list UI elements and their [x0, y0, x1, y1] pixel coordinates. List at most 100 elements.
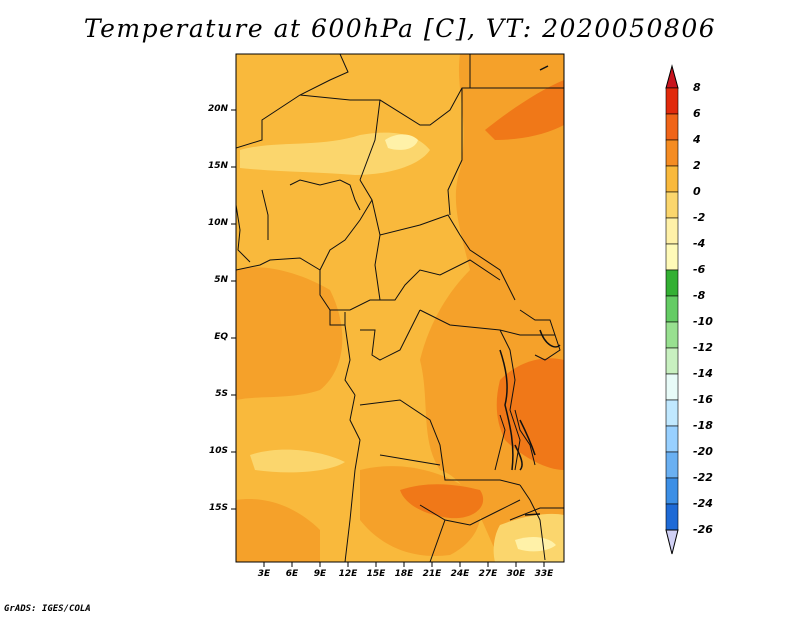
lake-outline: [539, 65, 549, 71]
colorbar-swatch: [665, 399, 679, 427]
map-frame: [235, 53, 565, 563]
colorbar-label: -8: [693, 289, 706, 302]
colorbar-label: -14: [693, 367, 713, 380]
colorbar-label: 4: [693, 133, 701, 146]
colorbar-label: -16: [693, 393, 713, 406]
lat-label: 20N: [207, 104, 228, 114]
lake-outline: [519, 419, 536, 456]
border-line: [494, 414, 506, 471]
colorbar-swatch: [665, 451, 679, 479]
border-line: [419, 499, 521, 526]
colorbar-swatch: [665, 165, 679, 193]
colorbar-swatch: [665, 87, 679, 115]
field-hot-se: [400, 484, 484, 519]
country-borders: [236, 54, 564, 562]
chart-title: Temperature at 600hPa [C], VT: 202005080…: [83, 14, 717, 43]
border-line: [236, 204, 251, 263]
field-cool-sw: [250, 449, 345, 473]
colorbar-swatch: [665, 347, 679, 375]
lon-label: 30E: [506, 569, 526, 579]
lon-label: 12E: [338, 569, 358, 579]
lon-label: 27E: [478, 569, 498, 579]
lake-outline: [539, 329, 561, 348]
colorbar-bottom-arrow: [665, 529, 679, 555]
lat-label: 10S: [208, 446, 228, 456]
lat-label: EQ: [214, 332, 228, 342]
grads-credit: GrADS: IGES/COLA: [4, 604, 91, 614]
border-line: [344, 324, 356, 396]
colorbar-swatch: [665, 191, 679, 219]
colorbar-label: -2: [693, 211, 706, 224]
colorbar-label: -20: [693, 445, 713, 458]
colorbar-label: -22: [693, 471, 713, 484]
lat-label: 15S: [208, 503, 228, 513]
border-line: [344, 469, 356, 562]
colorbar-swatch: [665, 139, 679, 167]
colorbar-swatch: [665, 503, 679, 531]
lat-label: 15N: [207, 161, 228, 171]
lake-outline: [524, 513, 541, 516]
colorbar-label: 0: [693, 185, 701, 198]
colorbar-swatch: [665, 243, 679, 271]
colorbar-label: -18: [693, 419, 713, 432]
temperature-field: [236, 54, 564, 562]
field-cold-n: [385, 134, 418, 150]
lat-label: 10N: [207, 218, 228, 228]
lon-label: 9E: [313, 569, 327, 579]
colorbar-swatch: [665, 321, 679, 349]
colorbar-label: -6: [693, 263, 706, 276]
border-line: [429, 519, 446, 562]
border-line: [514, 409, 536, 466]
colorbar-label: -10: [693, 315, 713, 328]
colorbar-label: 6: [693, 107, 701, 120]
colorbar-label: 2: [693, 159, 701, 172]
border-line: [349, 394, 361, 471]
border-line: [359, 179, 516, 301]
border-line: [499, 329, 521, 471]
field-cold-se: [515, 537, 556, 552]
axis-ticks: [231, 109, 545, 567]
colorbar-swatch: [665, 217, 679, 245]
border-line: [359, 399, 521, 486]
border-line: [329, 310, 346, 326]
colorbar-label: -26: [693, 523, 713, 536]
border-line: [289, 179, 361, 211]
colorbar-label: -4: [693, 237, 706, 250]
border-line: [319, 199, 373, 271]
border-line: [519, 309, 556, 336]
lake-outline: [514, 444, 523, 471]
colorbar-swatch: [665, 113, 679, 141]
border-line: [379, 454, 441, 466]
field-warm-sw: [236, 499, 320, 562]
lon-label: 15E: [366, 569, 386, 579]
border-line: [534, 334, 561, 361]
lon-label: 6E: [285, 569, 299, 579]
border-line: [236, 257, 501, 311]
colorbar-swatch: [665, 373, 679, 401]
colorbar: [665, 64, 679, 555]
lake-outline: [499, 349, 514, 471]
border-line: [447, 88, 463, 216]
border-line: [509, 507, 564, 521]
field-warm-west: [236, 267, 343, 400]
lon-label: 3E: [257, 569, 271, 579]
colorbar-label: -24: [693, 497, 713, 510]
colorbar-label: 8: [693, 81, 701, 94]
colorbar-swatch: [665, 295, 679, 323]
border-line: [360, 309, 421, 361]
border-line: [519, 484, 546, 561]
field-cool-n: [240, 132, 430, 175]
lat-label: 5S: [215, 389, 228, 399]
border-line: [374, 234, 381, 301]
colorbar-swatch: [665, 477, 679, 505]
colorbar-top-arrow: [665, 64, 679, 89]
field-hot-ne: [485, 80, 564, 140]
lake-outlines: [499, 65, 561, 516]
lon-label: 33E: [534, 569, 554, 579]
lon-label: 18E: [394, 569, 414, 579]
colorbar-swatch: [665, 425, 679, 453]
colorbar-label: -12: [693, 341, 713, 354]
lon-label: 21E: [422, 569, 442, 579]
lon-label: 24E: [450, 569, 470, 579]
